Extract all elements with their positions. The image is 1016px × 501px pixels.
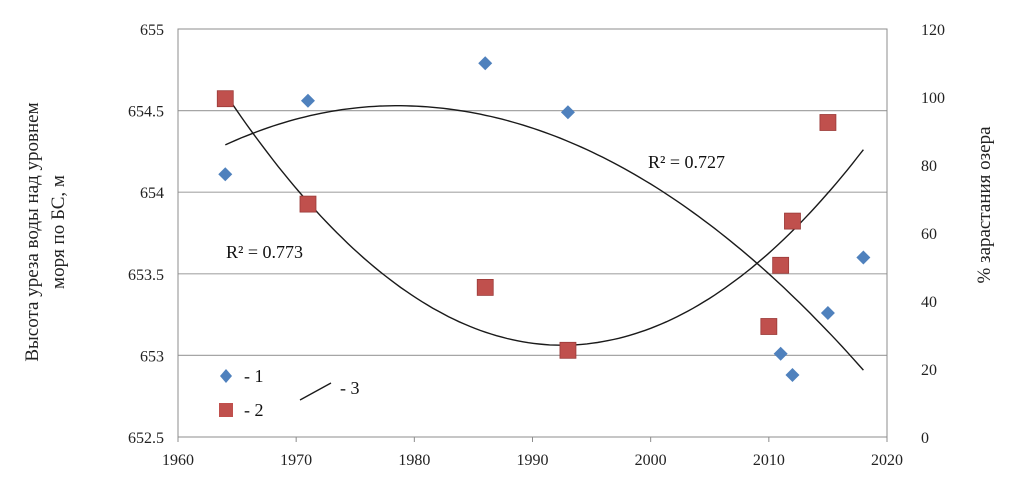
r2-label-series-2: R² = 0.773 — [226, 242, 303, 262]
x-tick-label: 1970 — [280, 452, 312, 469]
series-2-point — [476, 278, 494, 296]
series-1-point — [856, 250, 871, 265]
right-tick-label: 0 — [921, 430, 929, 447]
right-axis-title: % зарастания озера — [974, 126, 995, 284]
left-tick-label: 654 — [140, 185, 164, 202]
legend: - 1 - 2 - 3 — [219, 366, 360, 420]
legend-label-2: - 2 — [244, 400, 264, 420]
left-tick-label: 652.5 — [128, 430, 164, 447]
series-2-point — [819, 114, 837, 131]
right-tick-label: 80 — [921, 158, 937, 175]
series-2-point — [760, 318, 778, 335]
series-1-point — [773, 346, 788, 361]
trendlines — [224, 93, 864, 371]
series-2-points — [216, 90, 837, 359]
x-tick-label: 2010 — [753, 452, 785, 469]
right-tick-label: 120 — [921, 22, 945, 39]
trendline-2 — [224, 93, 864, 346]
left-axis-title-line1: Высота уреза воды над уровнем — [22, 102, 43, 361]
series-2-point — [559, 341, 577, 359]
series-2-point — [216, 90, 234, 108]
left-tick-label: 655 — [140, 22, 164, 39]
right-tick-label: 40 — [921, 294, 937, 311]
legend-marker-square — [219, 403, 233, 417]
series-1-point — [560, 105, 575, 120]
series-1-points — [218, 56, 871, 382]
left-axis-title-line2: моря по БС, м — [48, 175, 69, 289]
x-tick-label: 1990 — [517, 452, 549, 469]
right-tick-label: 60 — [921, 226, 937, 243]
x-tick-label: 1980 — [398, 452, 430, 469]
series-1-point — [478, 56, 493, 71]
left-tick-label: 653.5 — [128, 267, 164, 284]
series-1-point — [300, 93, 315, 108]
gridlines — [178, 109, 887, 356]
legend-marker-line — [299, 382, 332, 401]
x-tick-label: 1960 — [162, 452, 194, 469]
x-axis-ticks: 1960 1970 1980 1990 2000 2010 2020 — [162, 437, 903, 469]
left-tick-label: 653 — [140, 348, 164, 365]
right-tick-label: 100 — [921, 90, 945, 107]
series-1-point — [785, 367, 800, 382]
series-1-point — [218, 167, 233, 182]
left-y-axis-ticks: 652.5 653 653.5 654 654.5 655 — [128, 22, 164, 447]
legend-marker-diamond — [220, 369, 232, 383]
series-2-point — [299, 195, 317, 213]
legend-label-3: - 3 — [340, 378, 360, 398]
series-1-point — [820, 305, 835, 320]
x-tick-label: 2000 — [635, 452, 667, 469]
plot-frame — [177, 28, 888, 438]
r2-label-series-1: R² = 0.727 — [648, 152, 725, 172]
right-y-axis-ticks: 0 20 40 60 80 100 120 — [921, 22, 945, 447]
series-2-point — [784, 212, 801, 230]
x-tick-label: 2020 — [871, 452, 903, 469]
legend-label-1: - 1 — [244, 366, 264, 386]
series-2-point — [772, 256, 790, 274]
right-tick-label: 20 — [921, 362, 937, 379]
left-tick-label: 654.5 — [128, 104, 164, 121]
